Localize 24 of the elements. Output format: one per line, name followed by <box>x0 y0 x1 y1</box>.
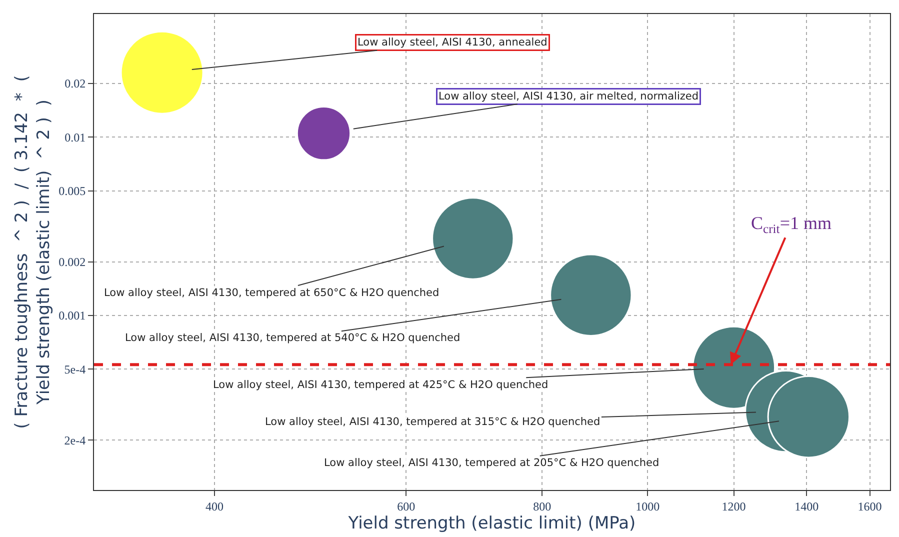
y-tick-label: 0.002 <box>58 254 86 269</box>
x-axis-title: Yield strength (elastic limit) (MPa) <box>347 513 636 534</box>
x-tick-label: 800 <box>533 499 552 514</box>
annotation: Low alloy steel, AISI 4130, air melted, normalized <box>438 90 699 102</box>
x-tick-label: 1600 <box>858 499 882 514</box>
x-tick-label: 1400 <box>794 499 819 514</box>
y-tick-label: 0.01 <box>64 130 86 144</box>
y-tick-label: 0.005 <box>58 184 86 198</box>
y-tick-label: 0.001 <box>58 308 86 323</box>
annotation: Low alloy steel, AISI 4130, tempered at 650°C & H2O quenched <box>104 287 440 299</box>
x-tick-label: 400 <box>205 499 224 514</box>
x-tick-label: 600 <box>397 499 416 514</box>
y-tick-label: 2e-4 <box>64 433 86 448</box>
x-tick-label: 1000 <box>636 499 660 514</box>
annotation: Low alloy steel, AISI 4130, tempered at 540°C & H2O quenched <box>125 332 460 344</box>
y-tick-label: 0.02 <box>64 76 86 91</box>
annotation: Low alloy steel, AISI 4130, tempered at 205°C & H2O quenched <box>324 457 660 469</box>
y-axis-title: ( Fracture toughness ^ 2 ) / ( 3.142 * ( Yield strength (elastic limit) ^ 2 ) ) <box>12 75 54 429</box>
annotation: Low alloy steel, AISI 4130, tempered at 315°C & H2O quenched <box>265 416 600 428</box>
ref-line-label: C$_{crit}$=1 mm <box>751 213 832 236</box>
annotation: Low alloy steel, AISI 4130, annealed <box>358 36 548 48</box>
annotation: Low alloy steel, AISI 4130, tempered at 425°C & H2O quenched <box>213 379 548 391</box>
y-tick-label: 5e-4 <box>64 362 86 376</box>
x-tick-label: 1200 <box>722 499 746 514</box>
